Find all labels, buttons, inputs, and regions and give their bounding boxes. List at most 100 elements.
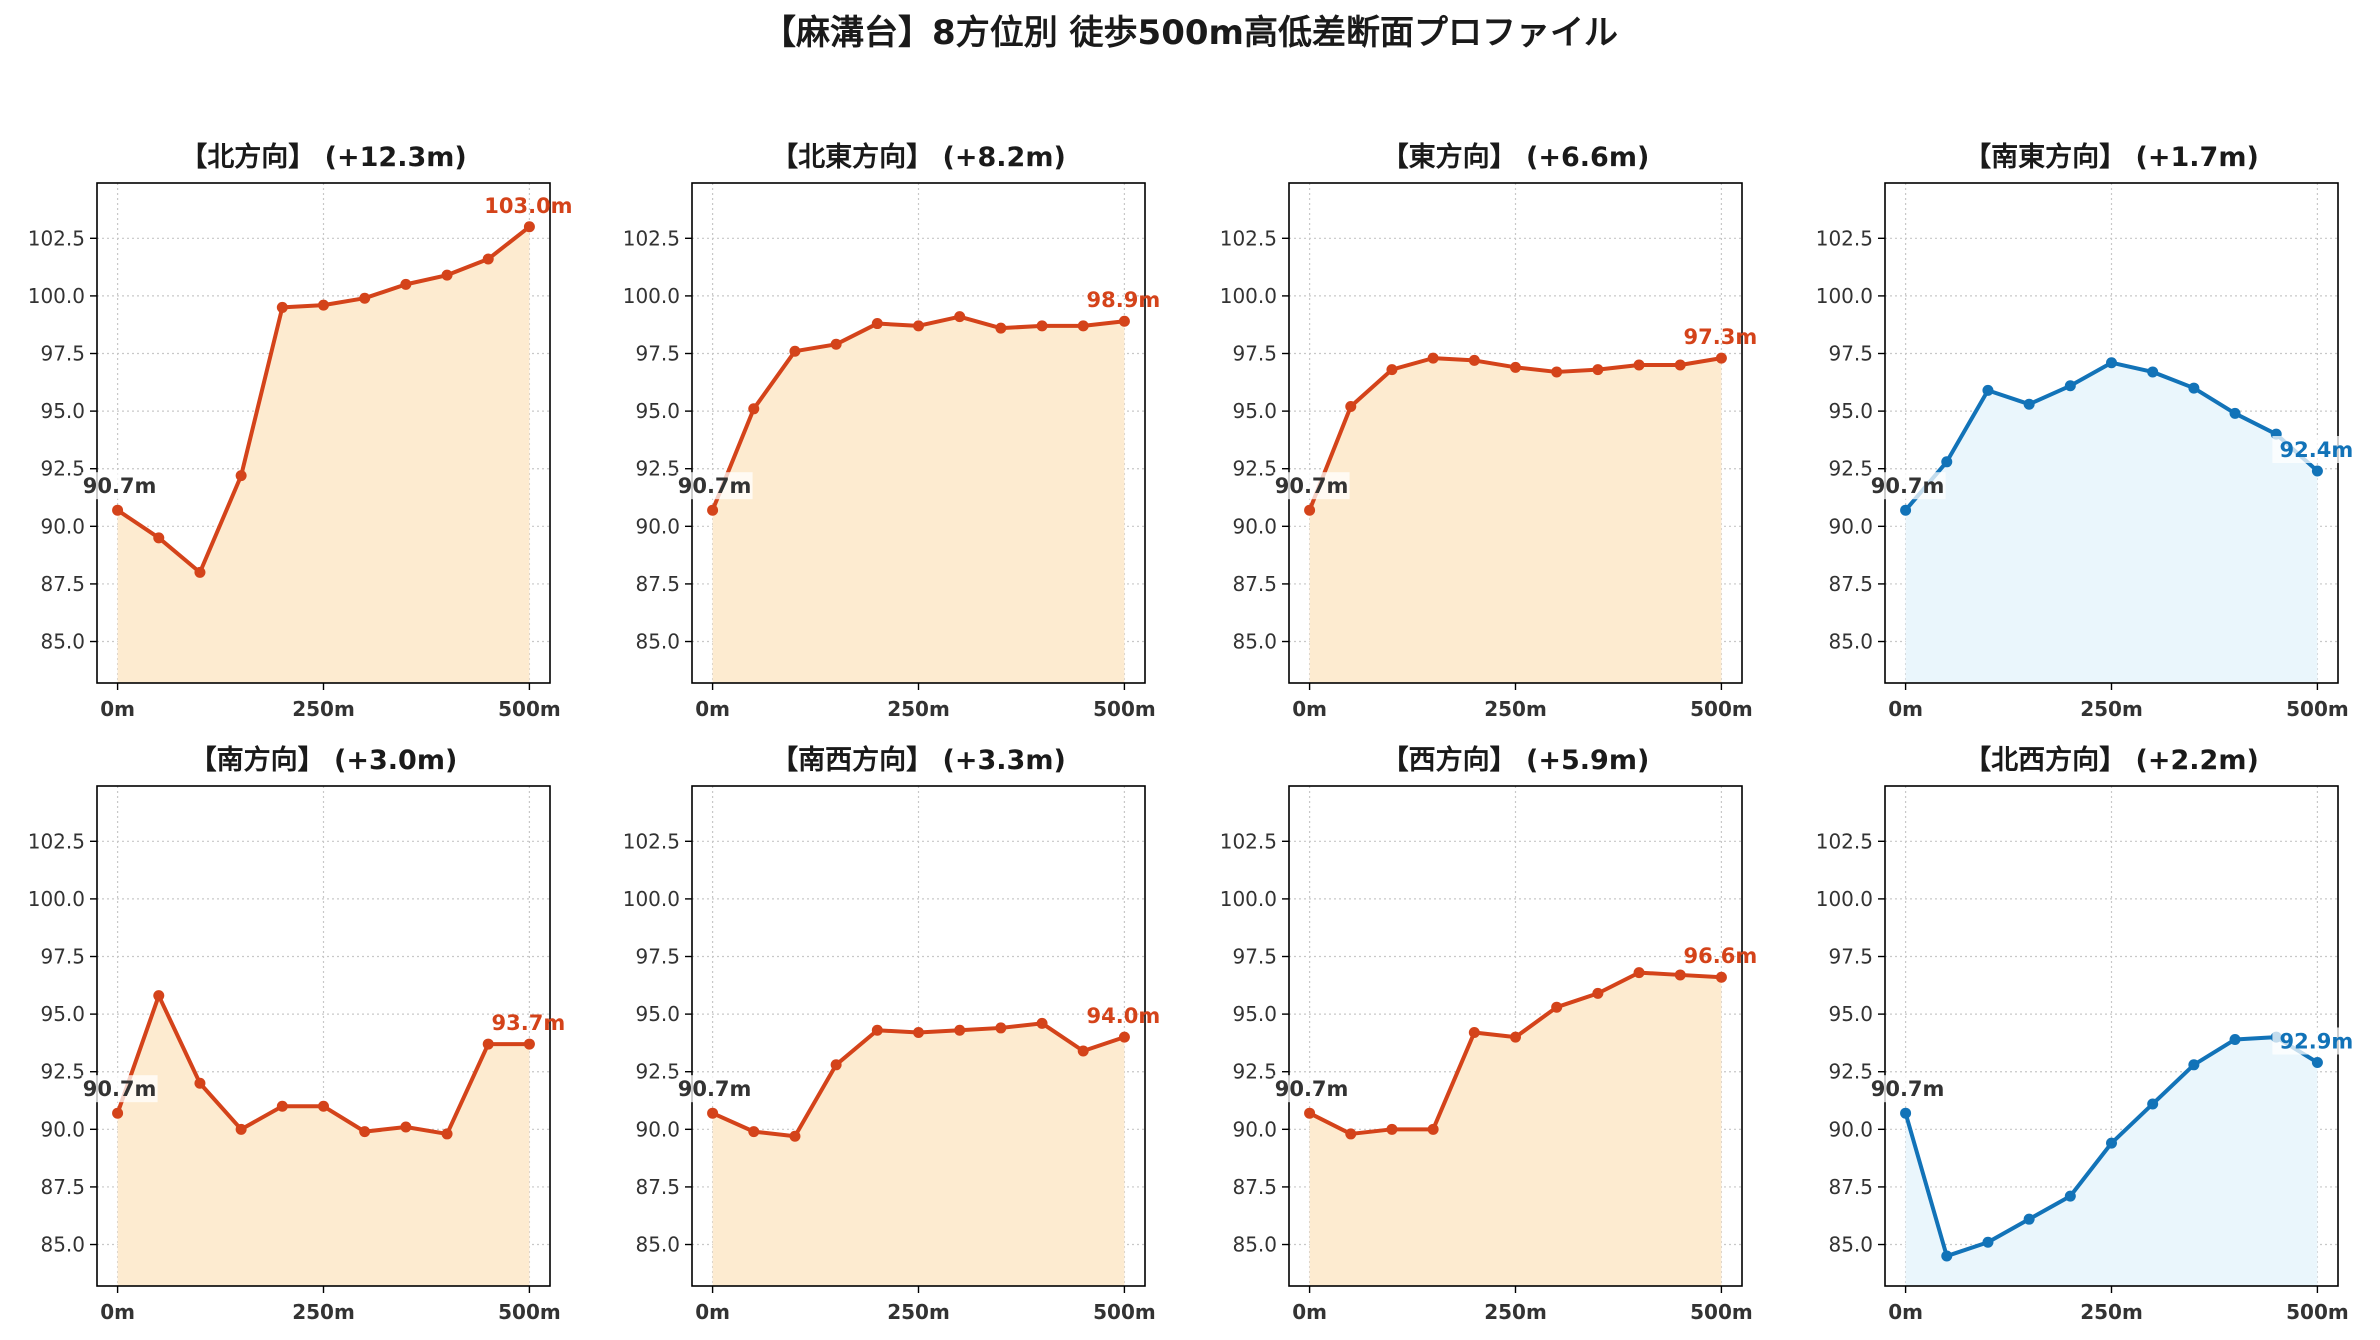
y-tick-label: 90.0 [1828,1117,1873,1141]
data-point [789,1130,801,1142]
panel-title: 【北東方向】 (+8.2m) [771,141,1066,173]
y-tick-label: 85.0 [1828,1233,1873,1257]
data-point [194,1077,206,1089]
data-point [112,1107,124,1119]
y-tick-label: 87.5 [635,572,680,596]
data-point [276,301,288,313]
data-point [748,403,760,415]
y-tick-label: 97.5 [1828,342,1873,366]
x-tick-label: 0m [1292,1300,1327,1324]
y-tick-label: 97.5 [635,945,680,969]
y-tick-label: 92.5 [40,1060,85,1084]
panels: 【北方向】 (+12.3m) 85.0 87.5 90.0 92.5 95.0 97.5 10… [28,141,2355,1324]
y-tick-label: 92.5 [1828,1060,1873,1084]
data-point [2229,1033,2241,1045]
panel-title: 【西方向】 (+5.9m) [1382,744,1650,776]
y-tick-label: 85.0 [1232,630,1277,654]
y-tick-label: 92.5 [40,457,85,481]
y-tick-label: 100.0 [623,284,680,308]
y-tick-label: 100.0 [1220,284,1277,308]
y-tick-label: 102.5 [1220,226,1277,250]
panel-title: 【南西方向】 (+3.3m) [771,744,1066,776]
data-point [1674,359,1686,371]
data-point [1592,987,1604,999]
data-point [1982,384,1994,396]
panel-title: 【南方向】 (+3.0m) [190,744,458,776]
data-point [830,1059,842,1071]
start-label-bg [81,1075,158,1103]
start-label-bg [1273,1075,1350,1103]
y-tick-label: 95.0 [1828,399,1873,423]
y-tick-label: 87.5 [40,1175,85,1199]
data-point [954,1024,966,1036]
data-point [1036,320,1048,332]
data-point [913,320,924,332]
data-point [1674,969,1686,981]
panel-1: 【北東方向】 (+8.2m) 85.0 87.5 90.0 92.5 95.0 97.5 10… [623,141,1161,721]
y-tick-label: 90.0 [635,514,680,538]
data-point [2188,382,2200,394]
data-point [1077,320,1089,332]
x-tick-label: 500m [1690,697,1753,721]
data-point [1551,366,1563,378]
end-label: 103.0m [484,194,572,218]
data-point [2147,366,2159,378]
x-tick-label: 500m [1690,1300,1753,1324]
y-tick-label: 90.0 [1232,1117,1277,1141]
panel-0: 【北方向】 (+12.3m) 85.0 87.5 90.0 92.5 95.0 97.5 10… [28,141,573,721]
y-tick-label: 100.0 [1816,887,1873,911]
data-point [1633,359,1645,371]
data-point [871,318,883,330]
y-tick-label: 95.0 [1828,1002,1873,1026]
end-label: 96.6m [1684,944,1758,968]
data-point [2311,465,2323,477]
data-point [1900,1107,1912,1119]
data-point [789,345,801,357]
data-point [2023,1213,2035,1225]
y-tick-label: 95.0 [40,1002,85,1026]
data-point [1345,1128,1357,1140]
data-point [1118,1031,1130,1043]
data-point [1345,401,1357,413]
y-tick-label: 95.0 [1232,399,1277,423]
data-point [1510,361,1521,373]
data-point [1592,364,1604,376]
data-point [1510,1031,1521,1043]
data-point [871,1024,883,1036]
x-tick-label: 250m [887,1300,950,1324]
data-point [2188,1059,2200,1071]
end-label: 97.3m [1684,325,1758,349]
x-tick-label: 500m [1093,697,1156,721]
y-tick-label: 95.0 [635,399,680,423]
data-point [830,338,842,350]
panel-7: 【北西方向】 (+2.2m) 85.0 87.5 90.0 92.5 95.0 97.5 10… [1816,744,2355,1324]
data-point [1715,971,1727,983]
area-fill [1309,972,1722,1286]
y-tick-label: 95.0 [40,399,85,423]
x-tick-label: 0m [1888,1300,1923,1324]
data-point [1386,1123,1398,1135]
y-tick-label: 90.0 [40,1117,85,1141]
data-point [1427,1123,1439,1135]
data-point [523,221,535,233]
y-tick-label: 95.0 [1232,1002,1277,1026]
data-point [995,322,1007,334]
area-fill [1905,362,2318,683]
y-tick-label: 87.5 [1232,572,1277,596]
y-tick-label: 97.5 [635,342,680,366]
y-tick-label: 87.5 [1232,1175,1277,1199]
y-tick-label: 102.5 [1816,829,1873,853]
data-point [1427,352,1439,364]
x-tick-label: 250m [1484,697,1547,721]
y-tick-label: 92.5 [1232,457,1277,481]
y-tick-label: 90.0 [1232,514,1277,538]
panel-3: 【南東方向】 (+1.7m) 85.0 87.5 90.0 92.5 95.0 97.5 10… [1816,141,2355,721]
data-point [194,566,206,578]
data-point [1715,352,1727,364]
panel-title: 【北西方向】 (+2.2m) [1964,744,2259,776]
panel-6: 【西方向】 (+5.9m) 85.0 87.5 90.0 92.5 95.0 97.5 100… [1220,744,1758,1324]
y-tick-label: 97.5 [1232,945,1277,969]
y-tick-label: 102.5 [623,226,680,250]
data-point [1941,456,1953,468]
start-label: 90.7m [1275,1077,1349,1101]
